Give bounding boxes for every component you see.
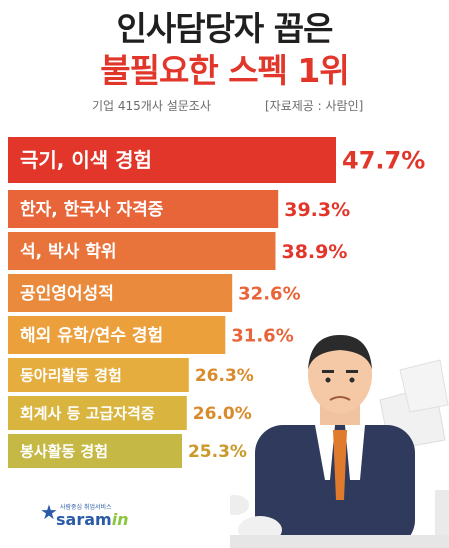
bar-label-3: 석, 박사 학위	[20, 242, 117, 262]
title-line-2: 불필요한 스펙 1위	[100, 51, 349, 90]
saramin-logo: ★ 사람중심 취업서비스 saramin	[40, 498, 130, 534]
value-label-2: 39.3%	[284, 199, 350, 221]
value-label-3: 38.9%	[281, 241, 347, 263]
value-label-5: 31.6%	[231, 325, 293, 346]
bar-3	[8, 232, 276, 270]
logo-text-main: saram	[56, 510, 112, 529]
bar-2	[8, 190, 279, 228]
bar-7	[8, 396, 187, 430]
bar-label-2: 한자, 한국사 자격증	[20, 200, 164, 220]
bar-label-8: 봉사활동 경험	[20, 442, 108, 460]
logo-text: saramin	[56, 510, 129, 529]
bar-6	[8, 358, 189, 392]
office-worker-illustration	[230, 335, 449, 548]
value-label-8: 25.3%	[188, 442, 247, 462]
value-label-7: 26.0%	[193, 404, 252, 424]
star-icon: ★	[40, 500, 58, 524]
bar-label-5: 해외 유학/연수 경험	[20, 325, 163, 346]
value-label-4: 32.6%	[238, 283, 300, 304]
bar-label-6: 동아리활동 경험	[20, 366, 122, 384]
bar-5	[8, 316, 226, 354]
value-label-6: 26.3%	[195, 366, 254, 386]
bar-label-1: 극기, 이색 경험	[20, 148, 152, 172]
title-line-1: 인사담당자 꼽은	[116, 9, 333, 48]
bar-8	[8, 434, 182, 468]
logo-text-accent: in	[111, 510, 129, 529]
value-label-1: 47.7%	[342, 147, 425, 175]
bar-label-7: 회계사 등 고급자격증	[20, 404, 155, 422]
source-note: [자료제공 : 사람인]	[265, 99, 364, 113]
bar-1	[8, 137, 336, 183]
bar-4	[8, 274, 233, 312]
bar-label-4: 공인영어성적	[20, 284, 114, 304]
survey-note: 기업 415개사 설문조사	[92, 99, 211, 113]
logo-subtext: 사람중심 취업서비스	[60, 504, 112, 511]
